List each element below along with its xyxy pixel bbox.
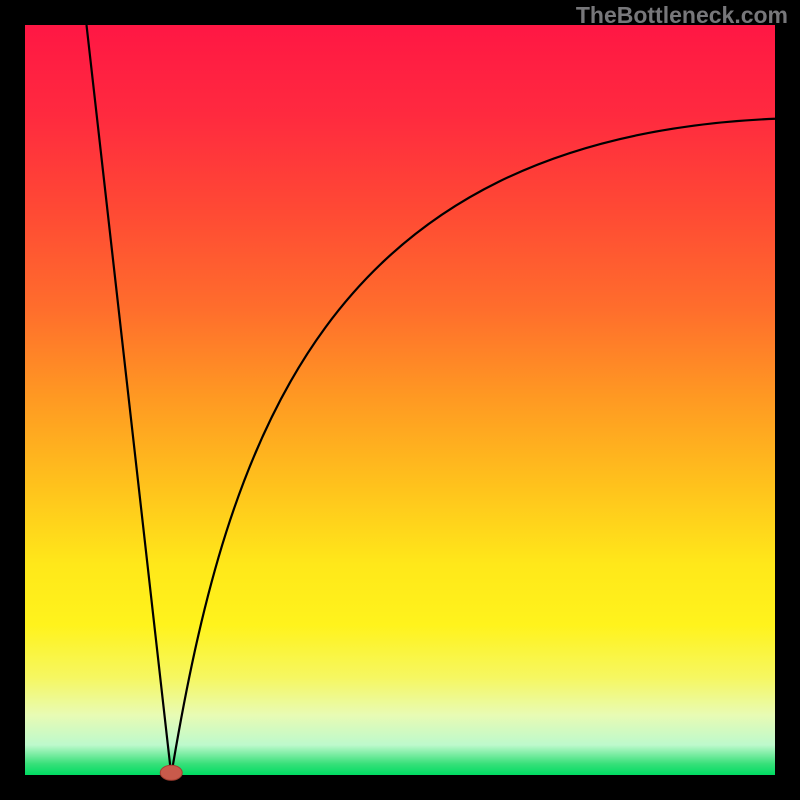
attribution-text: TheBottleneck.com (576, 2, 788, 29)
optimal-point-marker (160, 765, 182, 780)
gradient-background (25, 25, 775, 775)
bottleneck-chart-svg (0, 0, 800, 800)
chart-frame: TheBottleneck.com (0, 0, 800, 800)
